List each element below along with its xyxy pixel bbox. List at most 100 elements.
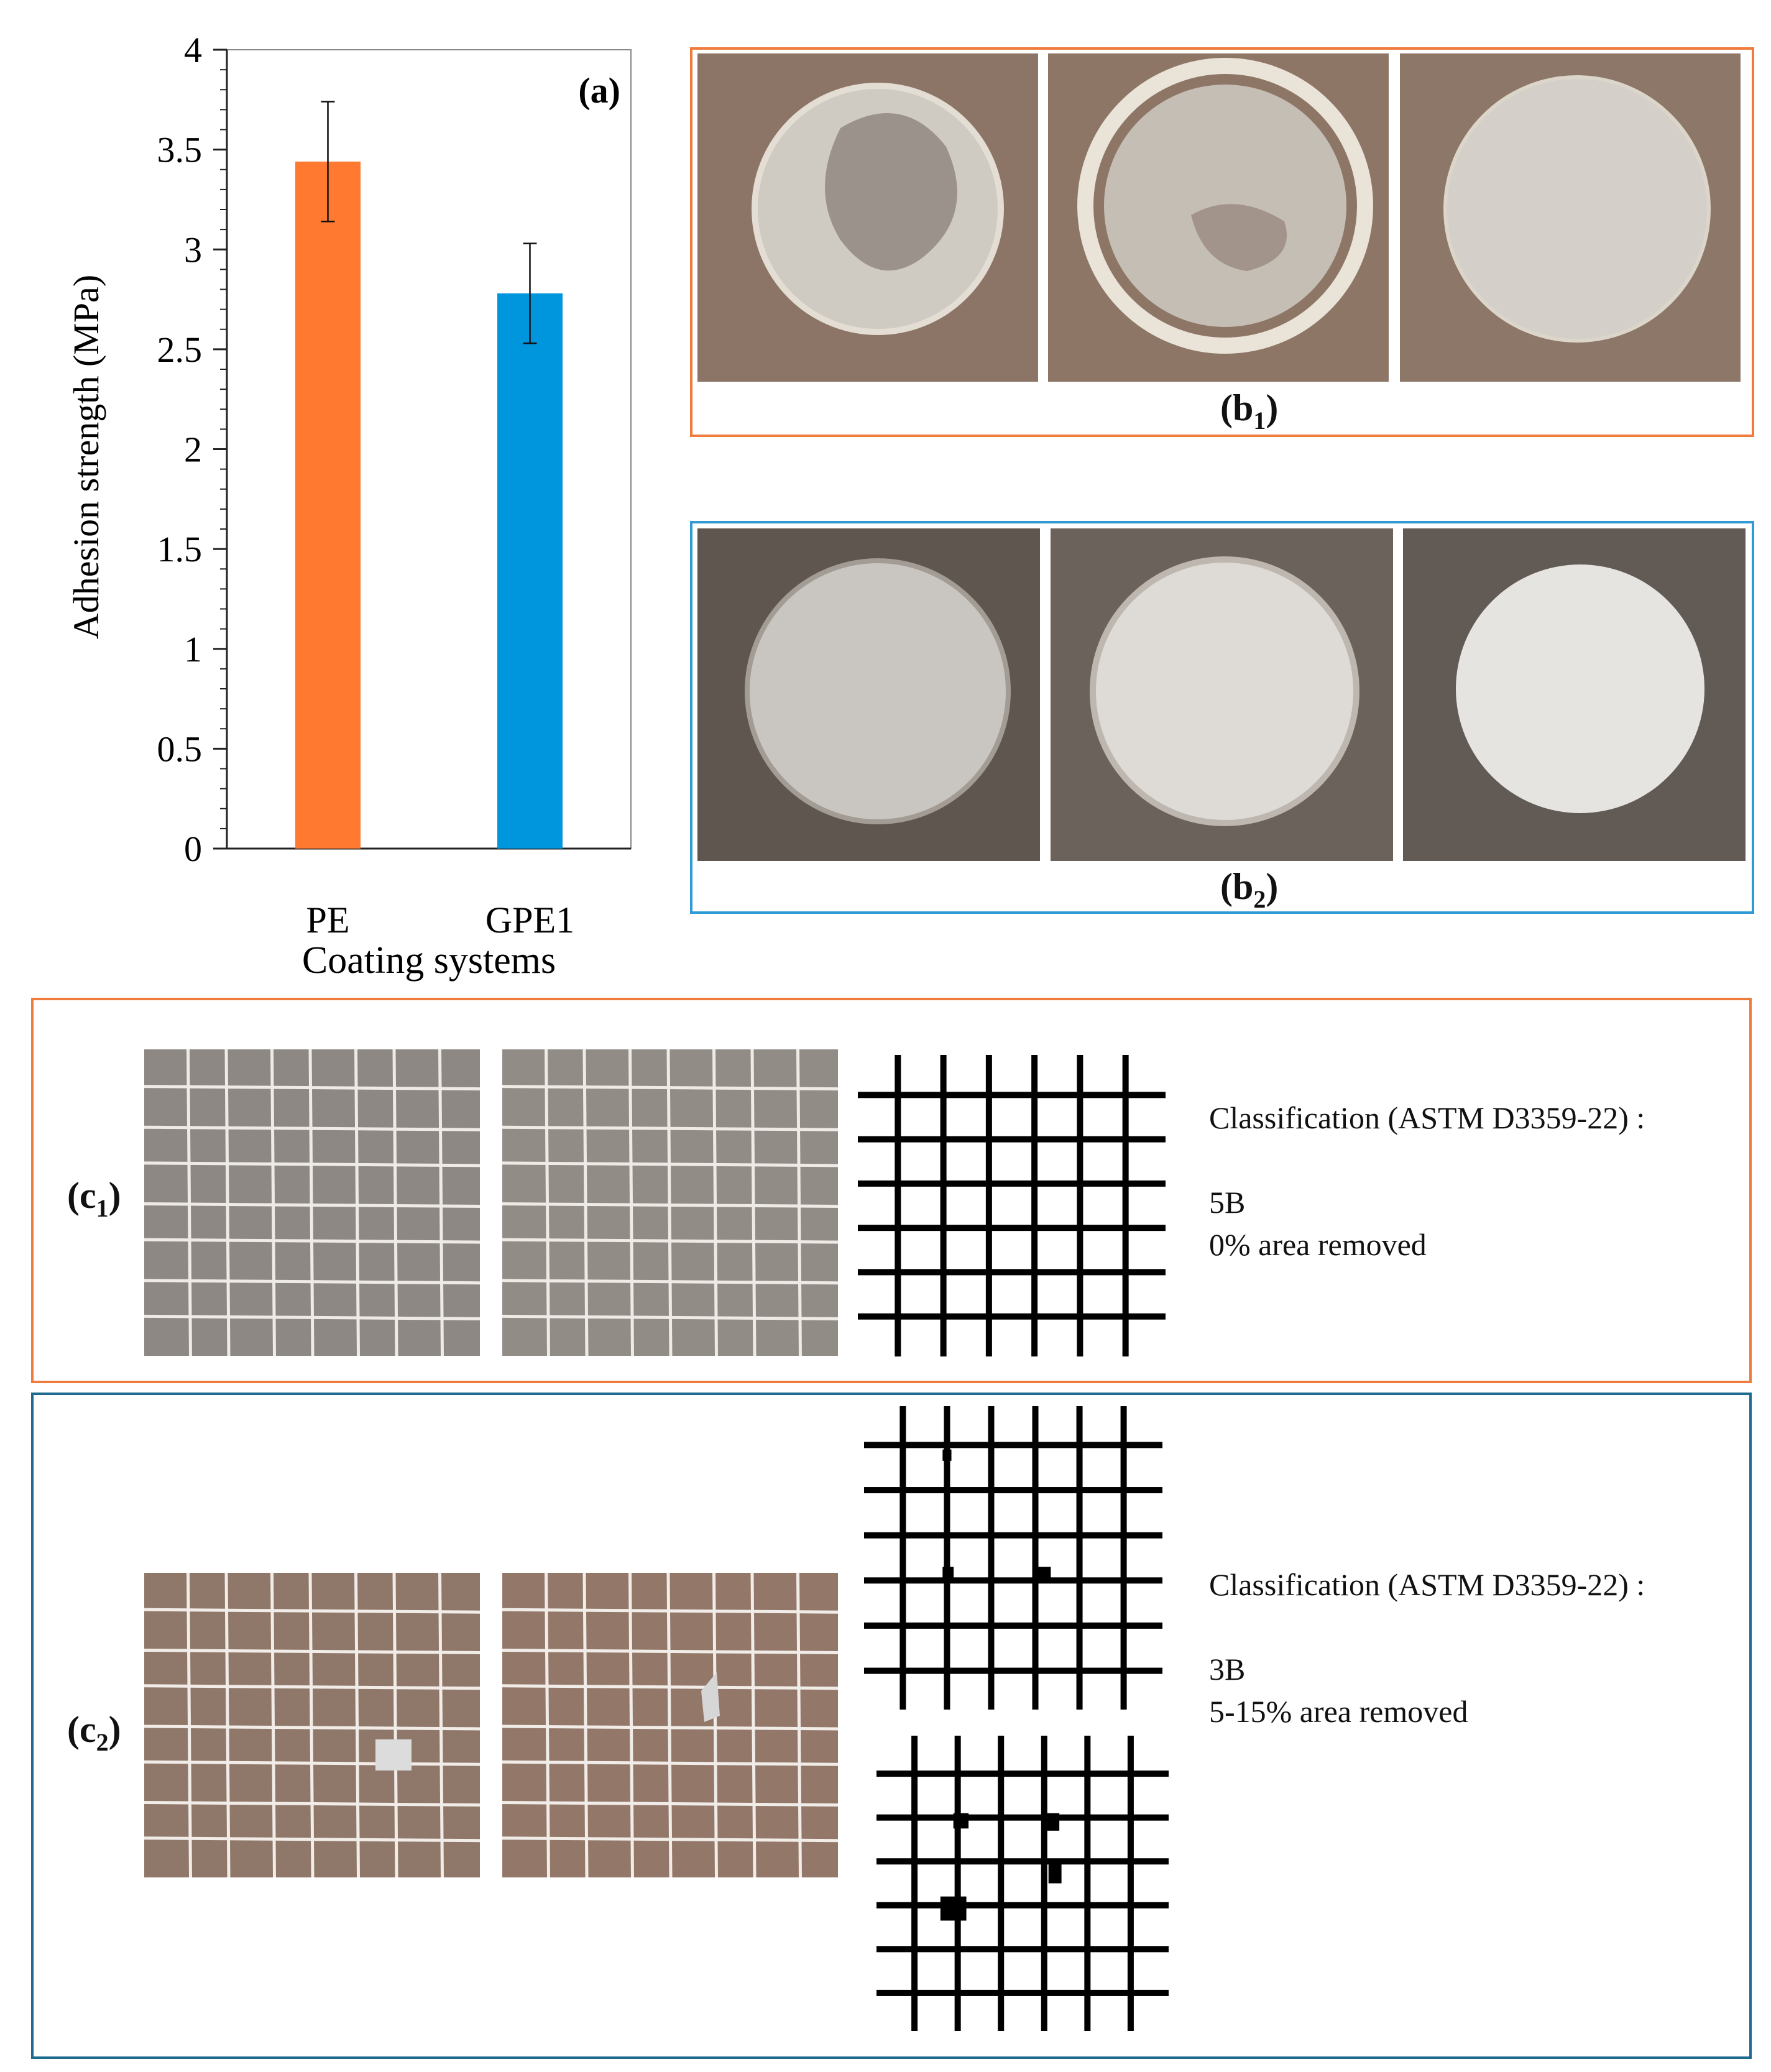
grid-bar-vertical [1122,1055,1129,1356]
grid-bar-vertical [940,1055,947,1356]
c2-area-removed: 5-15% area removed [1209,1694,1468,1729]
grid-bar-horizontal [858,1092,1166,1098]
scribe-line [392,1573,398,1877]
scribe-line [144,1202,480,1208]
b2-photo-2 [1051,528,1393,861]
y-tick-label: 0 [184,829,202,869]
y-tick-label: 3 [184,229,202,270]
scribe-line [392,1049,398,1356]
c1-grid-diagram [858,1055,1166,1356]
scribe-line [144,1724,480,1731]
grid-bar-horizontal [864,1577,1162,1584]
b1-panel-label: (b1) [1220,387,1279,435]
scribe-line [224,1049,231,1356]
grid-bar-horizontal [876,1946,1169,1953]
c1-photo-1 [144,1049,480,1356]
c1-photo-2 [502,1049,838,1356]
c2-grid-diagram-2 [876,1736,1169,2031]
grid-bar-horizontal [876,1770,1169,1777]
x-tick-label-pe: PE [306,900,349,941]
scribe-line [545,1049,550,1356]
chart-panel-label: (a) [578,70,620,111]
scribe-line [750,1573,757,1877]
scribe-line [224,1573,231,1877]
c2-photo-2 [502,1573,838,1877]
grid-bar-horizontal [858,1136,1166,1143]
scribe-line [712,1573,718,1877]
grid-bar-vertical [1041,1736,1047,2031]
scribe-line [270,1049,276,1356]
scribe-line [144,1279,480,1285]
scribe-line [186,1573,192,1877]
c2-grid-diagram-1 [864,1406,1162,1710]
grid-bar-horizontal [864,1487,1162,1494]
y-tick-label: 1 [184,629,202,670]
grid-bar-horizontal [864,1667,1162,1674]
b2-photo-3 [1403,528,1746,861]
scribe-line [502,1314,838,1320]
grid-bar-horizontal [858,1225,1166,1232]
scribe-line [502,1801,838,1807]
c1-grade: 5B [1209,1185,1246,1220]
grid-bar-vertical [911,1736,918,2031]
grid-bar-vertical [1076,1406,1083,1710]
b1-photo-2 [1048,53,1389,382]
c1-frame [31,998,1752,1383]
removed-area [942,1567,954,1581]
grid-bar-horizontal [858,1180,1166,1187]
scribe-line [186,1049,192,1356]
grid-bar-vertical [1077,1055,1083,1356]
scribe-line [666,1573,673,1877]
scribe-line [502,1238,838,1244]
grid-bar-horizontal [876,1858,1169,1865]
y-axis-label: Adhesion strength (MPa) [66,275,106,639]
scribe-line [712,1049,718,1356]
y-tick-label: 2 [184,430,202,470]
grid-bar-horizontal [876,1902,1169,1909]
scribe-line [502,1279,838,1285]
scribe-line [354,1573,360,1877]
c2-grade: 3B [1209,1652,1246,1687]
scribe-line [628,1049,634,1356]
removed-area [1048,1861,1062,1884]
removed-area [942,1449,952,1461]
y-tick-label: 3.5 [157,130,203,170]
grid-bar-vertical [988,1406,995,1710]
grid-bar-vertical [1120,1406,1127,1710]
c1-classification-title: Classification (ASTM D3359-22) : [1209,1100,1645,1135]
bar-pe [295,161,361,849]
scribe-line [796,1573,802,1877]
scribe-line [308,1049,315,1356]
b2-panel-label: (b2) [1220,866,1279,913]
scribe-line [308,1573,315,1877]
scribe-line [545,1573,550,1877]
x-axis-label: Coating systems [302,939,556,982]
grid-bar-vertical [944,1406,950,1710]
grid-bar-horizontal [876,1814,1169,1821]
detached-patch [701,1672,720,1722]
x-tick-label-gpe1: GPE1 [485,900,574,941]
bar-gpe1 [497,293,563,849]
y-tick-label: 4 [184,30,202,70]
grid-bar-vertical [985,1055,992,1356]
c2-photo-1 [144,1573,480,1877]
removed-area [1035,1567,1051,1583]
grid-bar-vertical [998,1736,1005,2031]
adhesion-bar-chart: 0 0.5 1 1.5 2 2.5 3 3.5 4 PE GPE1 (a) Adhesion st… [66,30,632,982]
b2-photo-1 [697,528,1040,861]
scribe-line [750,1049,757,1356]
scribe-line [502,1202,838,1208]
y-tick-label: 2.5 [157,329,203,370]
scribe-line [144,1238,480,1244]
grid-bar-horizontal [864,1442,1162,1448]
scribe-line [502,1836,838,1843]
detached-patch [375,1739,412,1770]
scribe-line [796,1049,802,1356]
scribe-line [144,1801,480,1807]
c1-area-removed: 0% area removed [1209,1227,1427,1262]
c2-classification-title: Classification (ASTM D3359-22) : [1209,1567,1645,1602]
grid-bar-vertical [899,1406,906,1710]
b1-photo-1 [697,53,1038,382]
grid-bar-horizontal [864,1622,1162,1629]
y-tick-label: 1.5 [157,529,203,569]
